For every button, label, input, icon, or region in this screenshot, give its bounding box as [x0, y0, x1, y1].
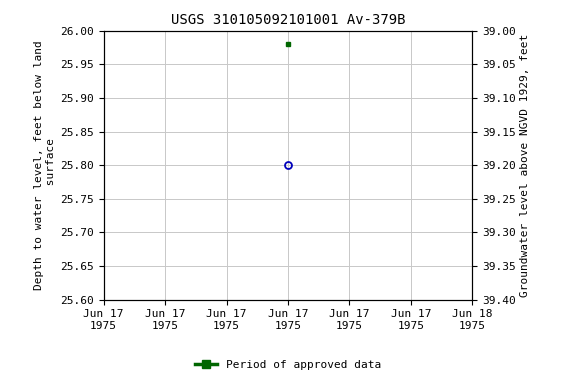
Y-axis label: Depth to water level, feet below land
 surface: Depth to water level, feet below land su…: [35, 40, 56, 290]
Y-axis label: Groundwater level above NGVD 1929, feet: Groundwater level above NGVD 1929, feet: [520, 33, 530, 297]
Legend: Period of approved data: Period of approved data: [191, 356, 385, 375]
Title: USGS 310105092101001 Av-379B: USGS 310105092101001 Av-379B: [170, 13, 406, 27]
